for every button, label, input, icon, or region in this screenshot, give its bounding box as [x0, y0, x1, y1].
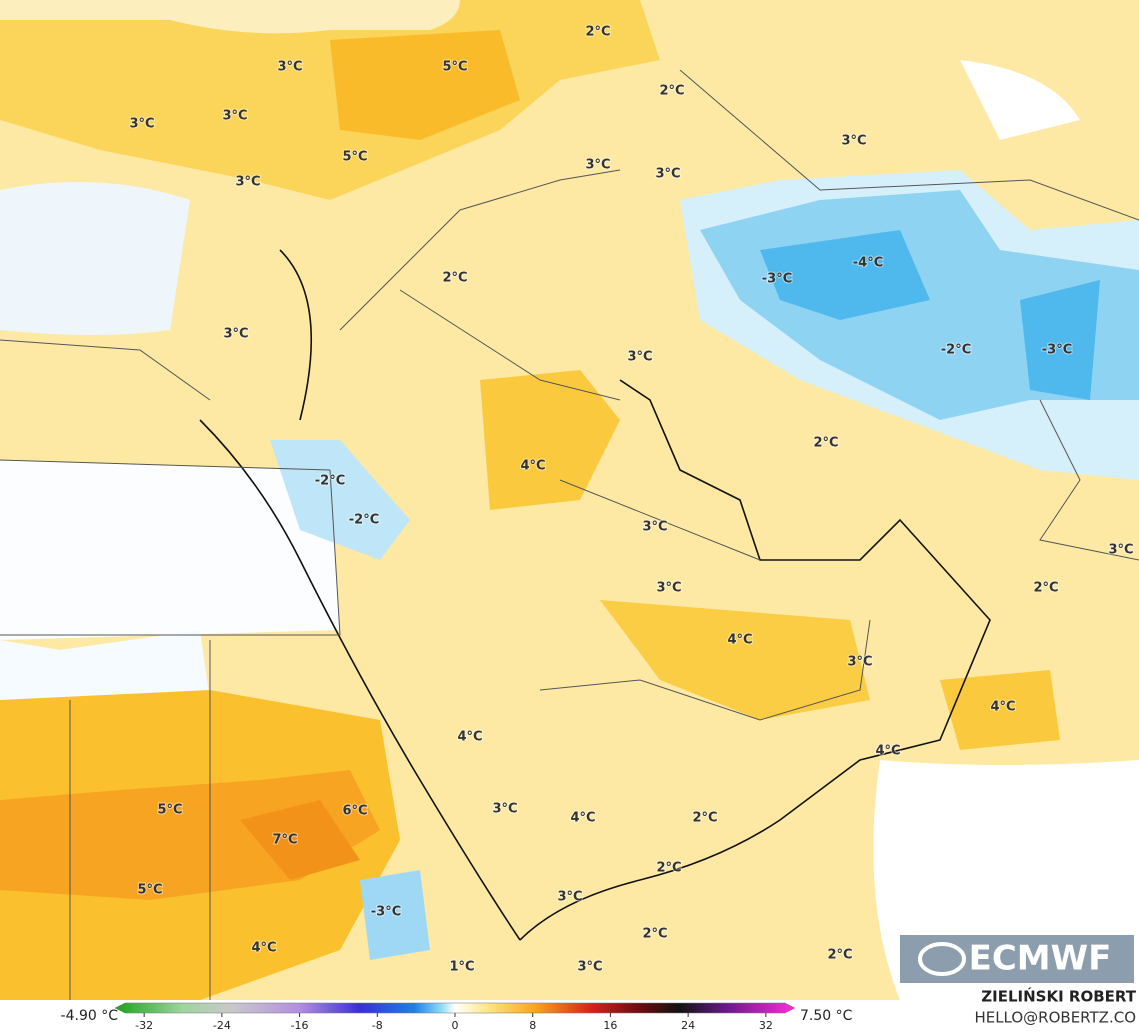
- temp-label: 2°C: [642, 927, 667, 942]
- author: ZIELIŃSKI ROBERT: [981, 987, 1136, 1006]
- colorbar-tick-label: -24: [213, 1019, 231, 1032]
- temp-label: -3°C: [762, 272, 792, 287]
- temp-label: 3°C: [222, 109, 247, 124]
- temp-label: 4°C: [875, 744, 900, 759]
- colorbar-tick-label: 24: [681, 1019, 695, 1032]
- temp-label: 2°C: [813, 436, 838, 451]
- colorbar-tick-label: 16: [603, 1019, 617, 1032]
- temp-label: -3°C: [371, 905, 401, 920]
- temp-label: 5°C: [157, 803, 182, 818]
- temp-label: 3°C: [841, 134, 866, 149]
- temp-label: 1°C: [449, 960, 474, 975]
- temp-label: 3°C: [223, 327, 248, 342]
- temp-label: 3°C: [277, 60, 302, 75]
- colorbar-tick-label: -32: [135, 1019, 153, 1032]
- contact: HELLO@ROBERTZ.CO: [974, 1009, 1136, 1027]
- temp-label: 2°C: [692, 811, 717, 826]
- logo-icon: [918, 942, 966, 976]
- temp-label: 5°C: [342, 150, 367, 165]
- temp-label: 2°C: [656, 861, 681, 876]
- colorbar-tick-label: 8: [529, 1019, 536, 1032]
- temp-label: -4°C: [853, 256, 883, 271]
- temp-label: 3°C: [235, 175, 260, 190]
- temp-label: 3°C: [656, 581, 681, 596]
- temp-label: 7°C: [272, 833, 297, 848]
- temp-label: 5°C: [442, 60, 467, 75]
- temp-label: 3°C: [585, 158, 610, 173]
- max-label: 7.50 °C: [800, 1008, 853, 1024]
- temp-label: 2°C: [585, 25, 610, 40]
- temp-label: 3°C: [627, 350, 652, 365]
- temp-label: -2°C: [315, 474, 345, 489]
- temp-label: 3°C: [492, 802, 517, 817]
- colorbar-tick-label: 32: [759, 1019, 773, 1032]
- temp-label: -3°C: [1042, 343, 1072, 358]
- temp-label: 2°C: [1033, 581, 1058, 596]
- temp-label: 2°C: [442, 271, 467, 286]
- colorbar-tick-label: 0: [452, 1019, 459, 1032]
- colorbar: [114, 1002, 796, 1014]
- temp-label: 3°C: [129, 117, 154, 132]
- temp-label: 2°C: [659, 84, 684, 99]
- logo-text: ECMWF: [969, 939, 1112, 979]
- temp-label: 3°C: [1108, 543, 1133, 558]
- min-label: -4.90 °C: [61, 1008, 119, 1024]
- temp-label: -2°C: [941, 343, 971, 358]
- temp-label: 3°C: [577, 960, 602, 975]
- map-field: [0, 0, 1139, 1000]
- temp-label: 4°C: [520, 459, 545, 474]
- temp-label: 3°C: [847, 655, 872, 670]
- colorbar-tick-label: -16: [291, 1019, 309, 1032]
- temp-label: 3°C: [642, 520, 667, 535]
- temp-label: 4°C: [990, 700, 1015, 715]
- temp-label: 5°C: [137, 883, 162, 898]
- temp-label: 4°C: [570, 811, 595, 826]
- map-labels: 3°C 5°C 2°C 2°C 3°C 3°C 5°C 3°C 3°C 3°C 3°C 2°C -3°C…: [128, 24, 1134, 976]
- temp-label: 4°C: [251, 941, 276, 956]
- temp-label: 4°C: [457, 730, 482, 745]
- temp-label: 6°C: [342, 804, 367, 819]
- temp-label: 3°C: [557, 890, 582, 905]
- colorbar-tick-label: -8: [372, 1019, 383, 1032]
- temp-label: 2°C: [827, 948, 852, 963]
- temp-label: 3°C: [655, 167, 680, 182]
- temp-label: -2°C: [349, 513, 379, 528]
- temp-label: 4°C: [727, 633, 752, 648]
